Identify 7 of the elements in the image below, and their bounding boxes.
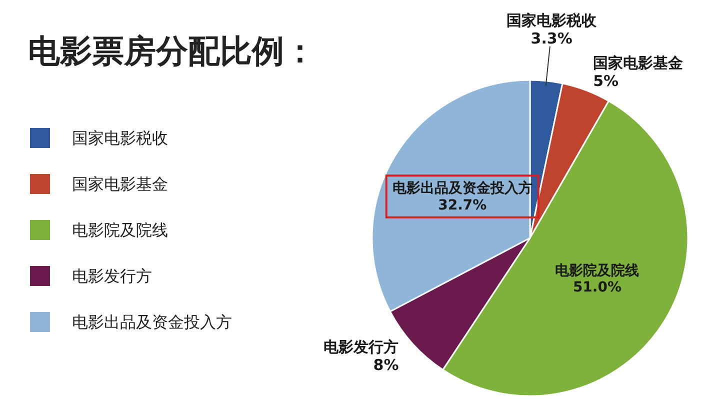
legend-label: 电影出品及资金投入方 bbox=[72, 312, 232, 332]
legend-label: 国家电影基金 bbox=[72, 174, 168, 194]
legend-label: 国家电影税收 bbox=[72, 128, 168, 148]
data-label: 32.7% bbox=[438, 197, 487, 214]
legend-label: 电影院及院线 bbox=[72, 220, 168, 240]
text: 电影票房分配比例： bbox=[28, 32, 316, 70]
legend-label: 电影发行方 bbox=[72, 266, 152, 286]
